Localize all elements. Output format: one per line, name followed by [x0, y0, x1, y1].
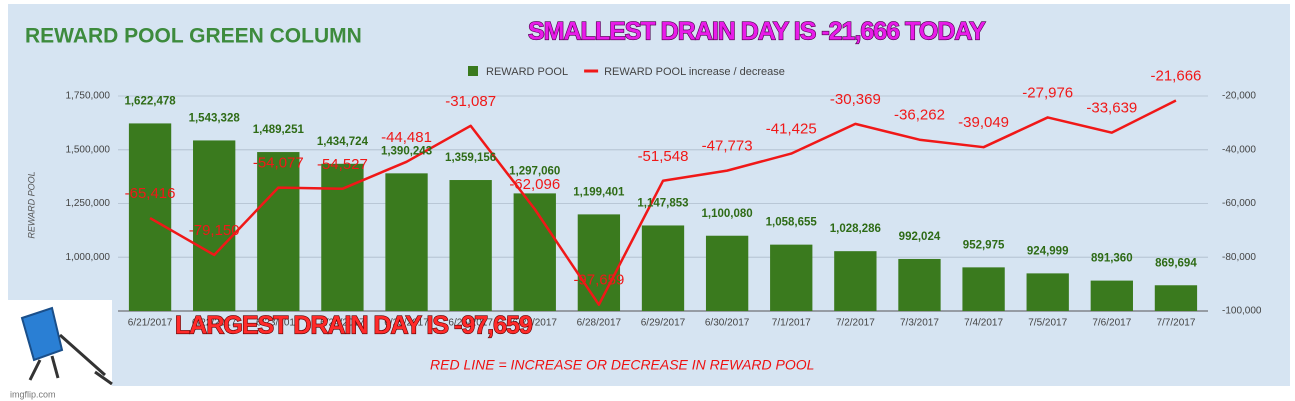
data-label: -62,096: [509, 176, 560, 193]
bar: [1026, 273, 1069, 311]
x-tick-label: 7/6/2017: [1092, 318, 1131, 329]
annotation: SMALLEST DRAIN DAY IS -21,666 TODAY: [528, 18, 986, 46]
x-tick-label: 6/30/2017: [705, 318, 750, 329]
x-tick-label: 6/23/2017: [256, 318, 301, 329]
y2-tick-label: -80,000: [1222, 252, 1256, 263]
data-label: 1,543,328: [189, 112, 241, 124]
data-label: 1,390,243: [381, 145, 432, 157]
data-label: 992,024: [899, 231, 941, 243]
legend-label: REWARD POOL increase / decrease: [604, 66, 785, 78]
x-tick-label: 7/7/2017: [1156, 318, 1195, 329]
bar: [449, 180, 492, 311]
plot-area: 1,000,000 1,250,000 1,500,000 1,750,000 -20,…: [66, 66, 1262, 329]
legend-swatch: [468, 66, 478, 76]
y2-tick-label: -100,000: [1222, 306, 1262, 317]
bar: [770, 244, 813, 311]
data-label: 924,999: [1027, 245, 1069, 257]
x-tick-label: 6/26/2017: [448, 318, 493, 329]
annotation: RED LINE = INCREASE OR DECREASE IN REWAR…: [430, 357, 814, 373]
data-label: -30,369: [830, 91, 881, 108]
bar: [1154, 285, 1198, 311]
bar: [257, 152, 300, 311]
legend-label: REWARD POOL: [486, 66, 568, 78]
data-label: 1,434,724: [317, 136, 369, 148]
x-tick-label: 6/25/2017: [384, 318, 429, 329]
data-label: 1,199,401: [573, 186, 625, 198]
chart-title: REWARD POOL GREEN COLUMN: [25, 25, 362, 48]
x-tick-label: 7/5/2017: [1028, 318, 1067, 329]
watermark: imgflip.com: [10, 389, 56, 399]
data-label: -54,527: [317, 156, 368, 173]
bar: [513, 193, 556, 311]
y-tick-label: 1,750,000: [66, 91, 111, 102]
data-label: 1,489,251: [253, 124, 305, 136]
y-tick-label: 1,000,000: [66, 252, 111, 263]
data-label: 1,058,655: [766, 217, 818, 229]
bar: [834, 251, 877, 311]
data-label: 869,694: [1155, 257, 1197, 269]
bar: [705, 235, 749, 311]
bar: [128, 123, 172, 311]
x-tick-label: 7/2/2017: [836, 318, 875, 329]
line: [149, 99, 1177, 306]
data-label: -47,773: [702, 138, 753, 155]
data-label: -36,262: [894, 107, 945, 124]
data-label: -33,639: [1086, 100, 1137, 117]
data-label: 952,975: [963, 239, 1005, 251]
data-label: 1,028,286: [830, 223, 881, 235]
y-tick-label: 1,250,000: [66, 198, 111, 209]
y2-tick-label: -40,000: [1222, 144, 1256, 155]
data-label: 1,359,156: [445, 152, 496, 164]
data-label: -79,150: [189, 222, 240, 239]
bar: [193, 140, 236, 311]
data-label: -97,659: [573, 272, 624, 289]
bar: [385, 173, 428, 311]
x-tick-label: 7/1/2017: [772, 318, 811, 329]
annotation: LARGEST DRAIN DAY IS -97,659: [175, 312, 532, 340]
bar: [898, 258, 941, 311]
y2-tick-label: -60,000: [1222, 198, 1256, 209]
y-axis-label: REWARD POOL: [26, 171, 36, 238]
x-tick-label: 7/3/2017: [900, 318, 939, 329]
data-label: 1,147,853: [637, 197, 688, 209]
data-label: 1,297,060: [509, 165, 560, 177]
data-label: -31,087: [445, 93, 496, 110]
logo: [4, 300, 113, 390]
x-tick-label: 6/27/2017: [513, 318, 558, 329]
bar: [962, 267, 1005, 311]
data-label: -39,049: [958, 114, 1009, 131]
data-label: 1,100,080: [702, 208, 753, 220]
data-label: 1,622,478: [124, 95, 176, 107]
data-label: -44,481: [381, 129, 432, 146]
data-label: -54,077: [253, 155, 304, 172]
x-tick-label: 6/22/2017: [192, 318, 237, 329]
bar: [321, 163, 364, 311]
x-tick-label: 7/4/2017: [964, 318, 1003, 329]
x-tick-label: 6/24/2017: [320, 318, 365, 329]
logo-tool: [28, 333, 113, 386]
y2-tick-label: -20,000: [1222, 91, 1256, 102]
data-label: -27,976: [1022, 84, 1073, 101]
x-tick-label: 6/29/2017: [641, 318, 686, 329]
logo-figure: [20, 306, 64, 362]
x-tick-label: 6/21/2017: [128, 318, 173, 329]
x-tick-label: 6/28/2017: [577, 318, 622, 329]
data-label: -21,666: [1151, 67, 1202, 84]
bar: [641, 225, 685, 311]
y-tick-label: 1,500,000: [66, 144, 111, 155]
data-label: -65,416: [125, 185, 176, 202]
data-label: 891,360: [1091, 253, 1133, 265]
bar: [577, 214, 621, 311]
data-label: -51,548: [638, 148, 689, 165]
bar: [1090, 280, 1133, 311]
data-label: -41,425: [766, 121, 817, 138]
